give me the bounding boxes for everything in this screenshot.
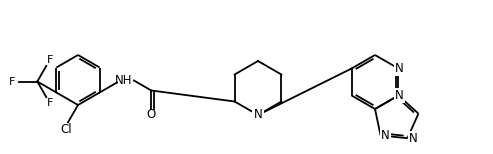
Text: Cl: Cl [60,123,72,136]
Text: F: F [47,55,53,65]
Text: NH: NH [115,74,133,87]
Text: F: F [9,77,15,87]
Text: N: N [395,89,404,102]
Text: O: O [146,108,156,121]
Text: F: F [47,98,53,108]
Text: N: N [409,132,418,145]
Text: N: N [253,109,262,122]
Text: N: N [395,62,404,75]
Text: N: N [381,129,390,142]
